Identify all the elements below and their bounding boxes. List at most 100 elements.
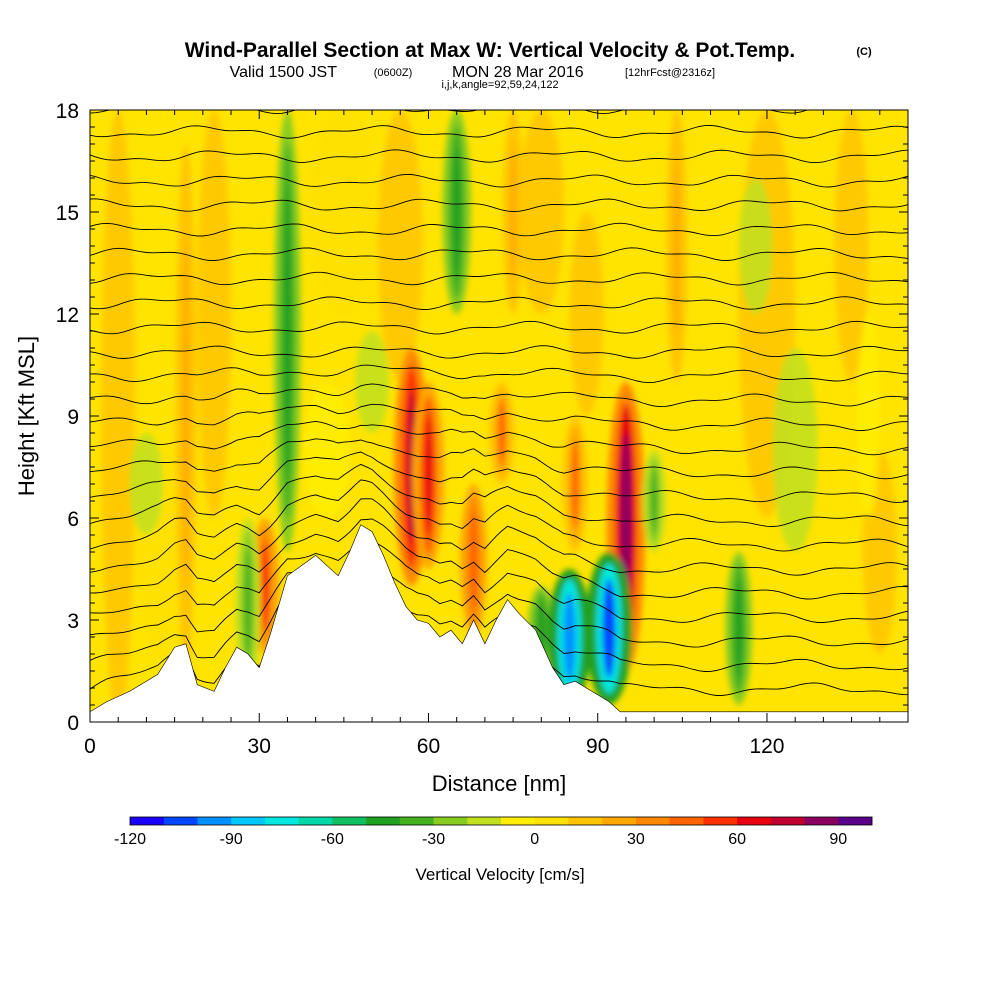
- colorbar-swatch: [130, 817, 165, 825]
- colorbar-tick-label: 60: [728, 831, 746, 848]
- subtitle-valid: Valid 1500 JST: [230, 64, 338, 81]
- isentrope-line: [90, 198, 908, 213]
- subtitle-indices: i,j,k,angle=92,59,24,122: [441, 79, 558, 91]
- background-cell: [197, 110, 232, 518]
- updraft-core: [571, 439, 579, 529]
- isentrope-line: [90, 124, 908, 139]
- background-cell: [857, 314, 880, 518]
- isentrope-contours: [90, 110, 908, 696]
- y-tick-label: 0: [67, 712, 79, 735]
- velocity-field: [101, 110, 897, 722]
- colorbar-swatch: [703, 817, 738, 825]
- chart-title-mark: (C): [856, 46, 872, 58]
- colorbar-tick-label: -30: [422, 831, 445, 848]
- y-tick-label: 18: [56, 100, 79, 123]
- downdraft-core: [734, 578, 743, 679]
- downdraft-core: [452, 145, 461, 279]
- colorbar: -120 -90 -60 -30 0 30 60 90: [114, 816, 873, 848]
- isentrope-line: [90, 518, 908, 600]
- colorbar-swatch: [332, 817, 367, 825]
- isentrope-line: [90, 383, 908, 408]
- isentrope-line: [90, 403, 908, 431]
- colorbar-swatch: [366, 817, 401, 825]
- colorbar-swatch: [231, 817, 266, 825]
- isentrope-line: [90, 364, 908, 384]
- isentrope-line: [90, 247, 908, 261]
- y-axis: 0 3 6 9 12 15 18: [56, 100, 908, 735]
- isentrope-line: [90, 320, 908, 335]
- updraft-core: [424, 414, 433, 537]
- background-cell: [101, 110, 136, 722]
- downdraft-core: [563, 592, 576, 682]
- y-tick-label: 12: [56, 304, 79, 327]
- y-tick-label: 15: [56, 202, 79, 225]
- y-axis-label: Height [Kft MSL]: [14, 336, 39, 496]
- colorbar-swatch: [737, 817, 772, 825]
- background-cell: [377, 110, 423, 382]
- colorbar-swatch: [534, 817, 569, 825]
- colorbar-tick-label: 90: [829, 831, 847, 848]
- colorbar-swatch: [399, 817, 434, 825]
- isentrope-line: [90, 451, 908, 503]
- colorbar-tick-label: -90: [220, 831, 243, 848]
- background-cell: [355, 331, 389, 433]
- x-tick-label: 90: [586, 735, 609, 758]
- background-cell: [310, 110, 378, 314]
- background-cell: [772, 348, 818, 552]
- plot-area: [90, 110, 908, 722]
- colorbar-swatch: [669, 817, 704, 825]
- background-cell: [569, 212, 604, 416]
- x-axis-label: Distance [nm]: [432, 771, 567, 796]
- updraft-core: [183, 236, 189, 579]
- y-tick-label: 9: [67, 406, 79, 429]
- x-tick-label: 30: [248, 735, 271, 758]
- isentrope-line: [90, 539, 908, 623]
- colorbar-tick-label: -60: [321, 831, 344, 848]
- colorbar-swatch: [264, 817, 299, 825]
- downdraft-core: [650, 467, 658, 535]
- colorbar-swatch: [501, 817, 536, 825]
- y-tick-label: 3: [67, 610, 79, 633]
- x-axis: 0 30 60 90 120: [84, 110, 909, 758]
- colorbar-tick-label: 0: [530, 831, 539, 848]
- colorbar-swatch: [770, 817, 805, 825]
- background-cell: [834, 110, 869, 382]
- x-tick-label: 0: [84, 735, 96, 758]
- background-cell: [738, 178, 773, 314]
- isentrope-line: [90, 345, 908, 359]
- updraft-core: [498, 399, 506, 467]
- colorbar-label: Vertical Velocity [cm/s]: [415, 865, 584, 884]
- colorbar-swatch: [568, 817, 603, 825]
- colorbar-swatch: [298, 817, 333, 825]
- colorbar-swatch: [602, 817, 637, 825]
- chart-title: Wind-Parallel Section at Max W: Vertical…: [185, 39, 796, 62]
- background-cell: [304, 382, 350, 518]
- isentrope-line: [90, 498, 908, 576]
- isentrope-line: [90, 556, 908, 648]
- subtitle-utc: (0600Z): [374, 67, 413, 79]
- updraft-core: [469, 510, 478, 611]
- updraft-core: [673, 157, 680, 335]
- isentrope-line: [90, 271, 908, 286]
- x-tick-label: 120: [749, 735, 784, 758]
- x-tick-label: 60: [417, 735, 440, 758]
- colorbar-swatch: [197, 817, 232, 825]
- colorbar-swatch: [163, 817, 198, 825]
- colorbar-frame: [129, 816, 873, 826]
- subtitle-forecast: [12hrFcst@2316z]: [625, 67, 715, 79]
- colorbar-swatch: [433, 817, 468, 825]
- colorbar-swatch: [804, 817, 839, 825]
- terrain-mask: [90, 524, 908, 722]
- subtitle-date: MON 28 Mar 2016: [452, 64, 584, 81]
- colorbar-tick-label: -120: [114, 831, 146, 848]
- background-cell: [129, 433, 164, 535]
- isentrope-line: [90, 149, 908, 164]
- colorbar-tick-label: 30: [627, 831, 645, 848]
- isentrope-line: [90, 296, 908, 310]
- colorbar-swatch: [838, 817, 873, 825]
- isentrope-line: [90, 438, 908, 480]
- isentrope-line: [90, 173, 908, 188]
- isentrope-line: [90, 222, 908, 237]
- colorbar-swatch: [635, 817, 670, 825]
